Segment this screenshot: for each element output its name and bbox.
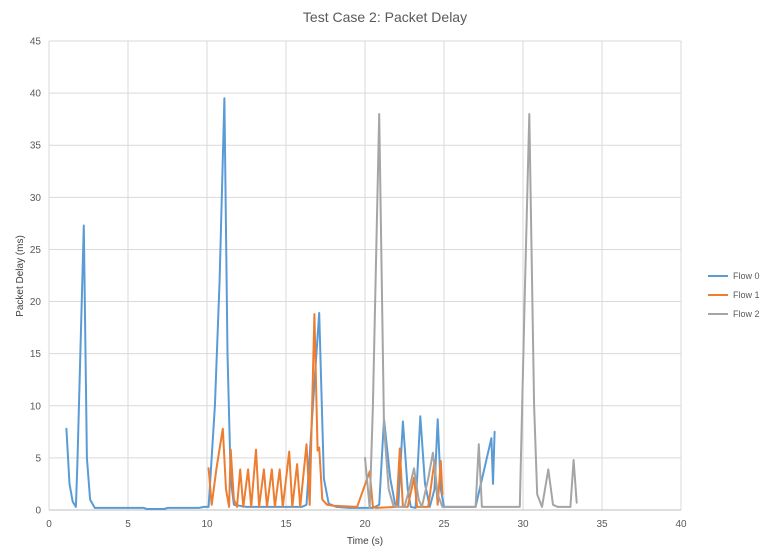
gridlines [48,40,682,510]
x-tick-label: 25 [438,519,450,530]
legend-label: Flow 0 [733,271,760,281]
series-line-flow-0 [65,97,496,510]
series-line-flow-2 [364,113,578,509]
y-tick-label: 45 [30,37,42,48]
x-axis-title: Time (s) [347,536,383,547]
legend: Flow 0 Flow 1 Flow 2 [708,271,760,319]
x-tick-label: 0 [46,519,52,530]
y-axis-title: Packet Delay (ms) [15,235,26,317]
legend-label: Flow 1 [733,290,760,300]
y-tick-label: 0 [35,506,41,517]
y-tick-label: 10 [30,401,42,412]
y-tick-label: 15 [30,349,42,360]
chart-title: Test Case 2: Packet Delay [303,9,467,25]
y-tick-label: 35 [30,141,42,152]
x-tick-label: 15 [280,519,292,530]
x-tick-label: 35 [596,519,608,530]
x-tick-label: 10 [201,519,213,530]
x-tick-label: 30 [517,519,529,530]
legend-label: Flow 2 [733,309,760,319]
y-tick-label: 40 [30,89,42,100]
x-tick-label: 40 [675,519,687,530]
y-tick-label: 25 [30,245,42,256]
x-tick-label: 5 [125,519,131,530]
y-tick-label: 5 [35,453,41,464]
x-tick-label: 20 [359,519,371,530]
y-tick-label: 30 [30,193,42,204]
y-tick-label: 20 [30,297,42,308]
series-lines [65,97,578,510]
